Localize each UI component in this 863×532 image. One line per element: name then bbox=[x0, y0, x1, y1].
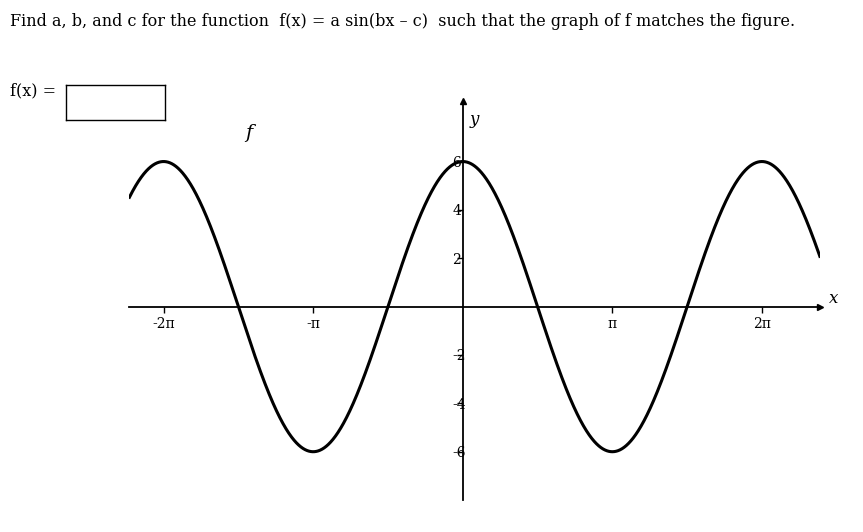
Text: x: x bbox=[829, 289, 839, 306]
Text: f: f bbox=[245, 123, 252, 142]
Text: Find a, b, and c for the function  f(x) = a sin(bx – c)  such that the graph of : Find a, b, and c for the function f(x) =… bbox=[10, 13, 796, 30]
Text: f(x) =: f(x) = bbox=[10, 82, 56, 99]
Text: y: y bbox=[470, 111, 479, 128]
